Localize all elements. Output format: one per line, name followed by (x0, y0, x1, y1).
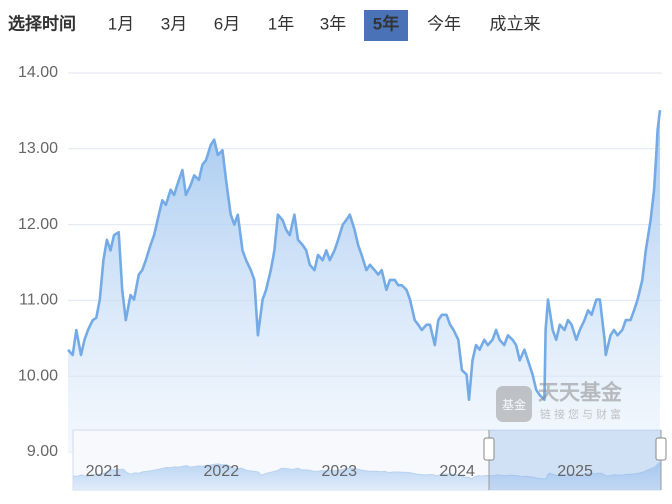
slider-handle[interactable] (655, 437, 667, 461)
tab[interactable]: 3月 (161, 14, 187, 33)
x-tick-label: 2023 (321, 463, 357, 480)
slider-area (73, 462, 661, 490)
watermark-tagline: 链接您与财富 (540, 407, 624, 421)
watermark-icon: 基金 (502, 397, 526, 412)
tab[interactable]: 6月 (214, 14, 240, 33)
watermark-brand: 天天基金 (538, 380, 623, 405)
tab-selected[interactable]: 5年 (373, 13, 399, 33)
y-tick-label: 13.00 (18, 140, 58, 157)
tab[interactable]: 1年 (268, 14, 294, 33)
x-tick-label: 2025 (557, 463, 593, 480)
series-line (67, 109, 662, 401)
tabs-label: 选择时间 (8, 13, 76, 33)
slider-line (72, 461, 662, 480)
watermark-icon-bg (496, 386, 532, 422)
y-tick-label: 11.00 (19, 292, 58, 309)
tab[interactable]: 成立来 (490, 14, 541, 33)
y-tick-label: 12.00 (18, 216, 58, 233)
y-tick-label: 14.00 (18, 64, 58, 81)
slider-handle[interactable] (483, 437, 495, 461)
range-tabs: 选择时间 1月 3月 6月 1年 3年 5年 今年 成立来 (8, 10, 541, 41)
tab[interactable]: 今年 (427, 14, 461, 33)
zoom-slider[interactable]: 2021 2022 2023 2024 2025 (72, 429, 667, 491)
plot (67, 109, 662, 452)
x-tick-label: 2024 (439, 463, 475, 480)
tab-selected-bg[interactable] (364, 10, 408, 41)
slider-window[interactable] (489, 430, 661, 490)
x-tick-label: 2022 (204, 463, 240, 480)
tab[interactable]: 3年 (320, 14, 346, 33)
tab[interactable]: 1月 (108, 14, 134, 33)
y-tick-label: 9.00 (27, 443, 58, 460)
x-tick-label: 2021 (86, 463, 122, 480)
watermark: 基金 天天基金 链接您与财富 (496, 380, 624, 422)
y-tick-label: 10.00 (18, 367, 58, 384)
series-area (68, 110, 660, 452)
